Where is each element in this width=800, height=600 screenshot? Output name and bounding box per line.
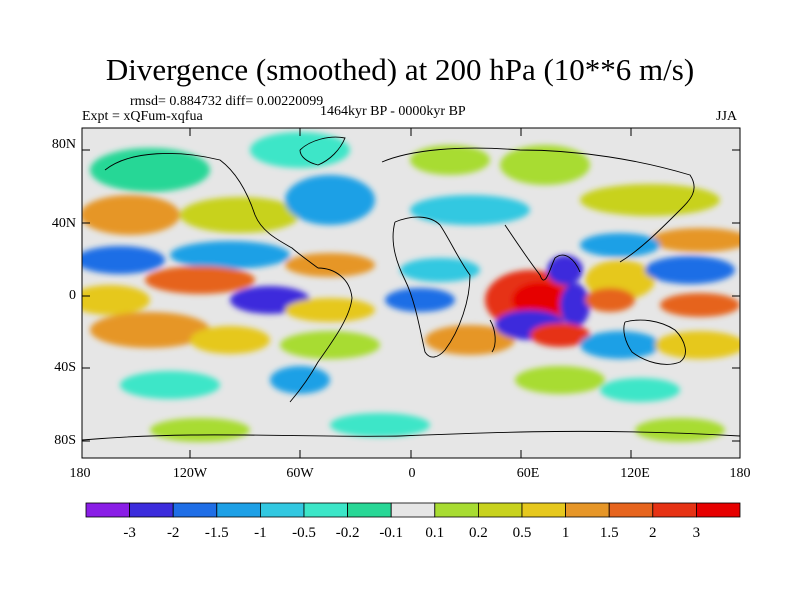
colorbar-label: 1 <box>562 525 570 541</box>
x-tick-label: 60W <box>286 466 314 481</box>
axis-ticks <box>82 128 740 458</box>
y-tick-label: 80N <box>51 137 76 152</box>
colorbar-label: 1.5 <box>600 525 619 541</box>
x-tick-label: 60E <box>516 466 540 481</box>
experiment-label: Expt = xQFum-xqfua <box>82 109 203 124</box>
x-tick-label: 180 <box>729 466 751 481</box>
colorbar-swatch <box>608 502 654 518</box>
colorbar-swatch <box>434 502 479 518</box>
colorbar-label: 0.2 <box>469 525 488 541</box>
colorbar-label: 2 <box>649 525 657 541</box>
colorbar-swatch <box>521 502 566 518</box>
map-title: Divergence (smoothed) at 200 hPa (10**6 … <box>105 52 695 87</box>
season-label: JJA <box>716 109 738 124</box>
x-tick-label: 180 <box>69 466 91 481</box>
y-tick-label: 0 <box>69 288 76 303</box>
colorbar-label: -2 <box>167 525 180 541</box>
x-tick-label: 0 <box>408 466 416 481</box>
colorbar-label: 0.1 <box>425 525 444 541</box>
colorbar-label: -0.2 <box>336 525 360 541</box>
colorbar-label: 3 <box>693 525 701 541</box>
x-tick-label: 120W <box>172 466 208 481</box>
divergence-field <box>82 128 740 458</box>
colorbar-swatch <box>259 502 305 518</box>
colorbar-label: -1.5 <box>205 525 229 541</box>
colorbar-label: -1 <box>254 525 267 541</box>
colorbar-swatch <box>129 502 174 518</box>
colorbar-swatch <box>390 502 436 518</box>
colorbar-label: -0.5 <box>292 525 316 541</box>
coastlines <box>82 136 740 441</box>
colorbar-label: -0.1 <box>379 525 403 541</box>
colorbar: -3 -2 -1.5 -1 -0.5 -0.2 -0.1 0.1 0.2 0.5 1 1.5 2 3 <box>85 502 741 541</box>
colorbar-swatch <box>477 502 523 518</box>
colorbar-swatch <box>85 502 130 518</box>
colorbar-swatch <box>303 502 348 518</box>
colorbar-label: 0.5 <box>513 525 532 541</box>
colorbar-swatch <box>347 502 392 518</box>
colorbar-swatch <box>216 502 261 518</box>
y-tick-label: 40S <box>54 360 76 375</box>
y-tick-label: 40N <box>51 216 76 231</box>
colorbar-swatch <box>652 502 697 518</box>
x-tick-label: 120E <box>620 466 650 481</box>
colorbar-swatch <box>696 502 741 518</box>
colorbar-label: -3 <box>123 525 136 541</box>
stats-label: rmsd= 0.884732 diff= 0.00220099 <box>130 94 324 109</box>
y-tick-label: 80S <box>54 433 76 448</box>
colorbar-swatch <box>172 502 218 518</box>
colorbar-swatch <box>565 502 610 518</box>
period-label: 1464kyr BP - 0000kyr BP <box>320 104 466 119</box>
